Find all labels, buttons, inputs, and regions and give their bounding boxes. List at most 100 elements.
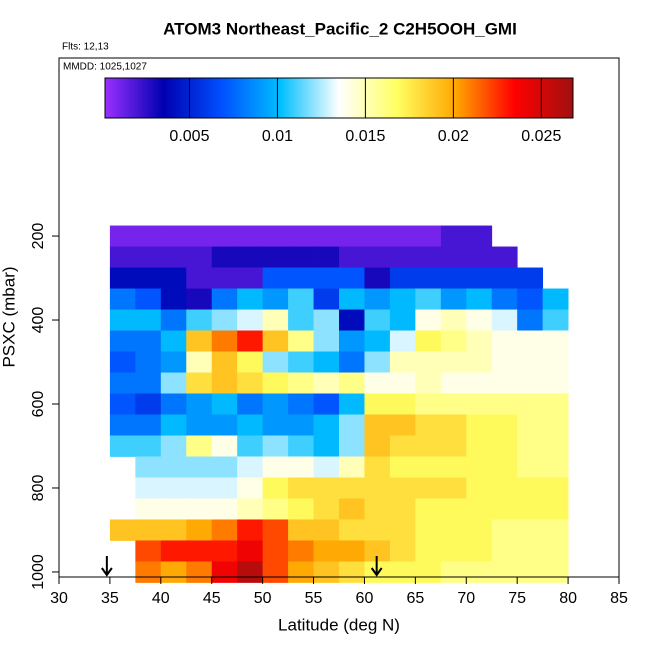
heatmap-cell: [313, 477, 340, 499]
heatmap-cell: [237, 498, 264, 520]
heatmap-cell: [237, 561, 264, 583]
heatmap-cell: [135, 561, 162, 583]
heatmap-cell: [440, 288, 467, 310]
heatmap-cell: [262, 225, 289, 247]
heatmap-cell: [364, 351, 391, 373]
heatmap-cell: [415, 435, 442, 457]
heatmap-cell: [186, 288, 213, 310]
colorbar-tick-label: 0.02: [438, 128, 469, 145]
heatmap-cell: [440, 309, 467, 331]
heatmap-cell: [415, 519, 442, 541]
heatmap-cell: [186, 519, 213, 541]
heatmap-cell: [237, 414, 264, 436]
heatmap-cell: [211, 225, 238, 247]
heatmap-cell: [288, 477, 314, 499]
heatmap-cell: [389, 540, 416, 562]
heatmap-cell: [440, 351, 467, 373]
heatmap-cell: [135, 309, 162, 331]
heatmap-cell: [313, 435, 340, 457]
heatmap-cell: [313, 351, 340, 373]
heatmap-cell: [364, 393, 391, 415]
heatmap-cell: [313, 267, 340, 289]
heatmap-cell: [339, 267, 365, 289]
heatmap-cell: [211, 498, 238, 520]
heatmap-cell: [339, 351, 365, 373]
heatmap-cell: [262, 498, 289, 520]
heatmap-cell: [262, 267, 289, 289]
heatmap-cell: [415, 246, 442, 268]
heatmap-cell: [389, 414, 416, 436]
heatmap-cell: [491, 435, 518, 457]
heatmap-cell: [313, 393, 340, 415]
y-axis-label: PSXC (mbar): [0, 266, 18, 367]
heatmap-cell: [186, 309, 213, 331]
heatmap-cell: [491, 414, 518, 436]
heatmap-cell: [440, 225, 467, 247]
heatmap-cell: [313, 309, 340, 331]
heatmap-cell: [466, 561, 493, 583]
heatmap-cell: [160, 393, 187, 415]
heatmap-cell: [466, 456, 493, 478]
heatmap-cell: [262, 393, 289, 415]
arrow-marker: [101, 556, 113, 577]
heatmap-cell: [211, 351, 238, 373]
heatmap-cell: [466, 519, 493, 541]
heatmap-cell: [491, 246, 518, 268]
heatmap-cell: [186, 372, 213, 394]
y-tick-label: 600: [30, 391, 47, 418]
heatmap-cell: [288, 309, 314, 331]
heatmap-cell: [415, 393, 442, 415]
heatmap-cell: [517, 561, 544, 583]
heatmap-cell: [313, 498, 340, 520]
heatmap-cell: [313, 540, 340, 562]
heatmap-cell: [211, 267, 238, 289]
heatmap-cell: [313, 246, 340, 268]
heatmap-cell: [160, 519, 187, 541]
heatmap-cell: [339, 393, 365, 415]
heatmap-cell: [313, 414, 340, 436]
colorbar-tick-label: 0.025: [521, 128, 561, 145]
heatmap-cell: [339, 435, 365, 457]
heatmap-cell: [186, 435, 213, 457]
heatmap-cell: [339, 477, 365, 499]
x-tick-label: 60: [356, 590, 374, 607]
heatmap-cell: [288, 372, 314, 394]
heatmap-cell: [237, 267, 264, 289]
heatmap-cell: [440, 330, 467, 352]
heatmap-cell: [109, 393, 136, 415]
heatmap-cell: [364, 414, 391, 436]
heatmap-cell: [109, 330, 136, 352]
heatmap-cell: [135, 225, 162, 247]
heatmap-cell: [288, 456, 314, 478]
heatmap-cell: [517, 414, 544, 436]
heatmap-cell: [364, 456, 391, 478]
heatmap-cell: [542, 477, 569, 499]
x-tick-label: 50: [254, 590, 272, 607]
heatmap-cell: [135, 435, 162, 457]
heatmap-cell: [542, 540, 569, 562]
heatmap-cell: [135, 519, 162, 541]
y-tick-label: 200: [30, 223, 47, 250]
heatmap-cell: [415, 351, 442, 373]
heatmap-cell: [313, 561, 340, 583]
heatmap-cell: [542, 435, 569, 457]
heatmap-cell: [517, 393, 544, 415]
heatmap-cell: [160, 309, 187, 331]
heatmap-cell: [389, 351, 416, 373]
heatmap-cell: [517, 498, 544, 520]
heatmap-cell: [339, 519, 365, 541]
heatmap-cell: [415, 330, 442, 352]
heatmap-cell: [542, 561, 569, 583]
heatmap-cell: [517, 540, 544, 562]
heatmap-cell: [160, 540, 187, 562]
heatmap-cell: [262, 435, 289, 457]
heatmap-cell: [491, 330, 518, 352]
heatmap-cell: [389, 246, 416, 268]
heatmap-cell: [389, 456, 416, 478]
heatmap-cell: [389, 225, 416, 247]
heatmap-cell: [211, 393, 238, 415]
heatmap-cell: [466, 330, 493, 352]
heatmap-cell: [262, 414, 289, 436]
x-tick-label: 55: [305, 590, 323, 607]
heatmap-cell: [262, 561, 289, 583]
